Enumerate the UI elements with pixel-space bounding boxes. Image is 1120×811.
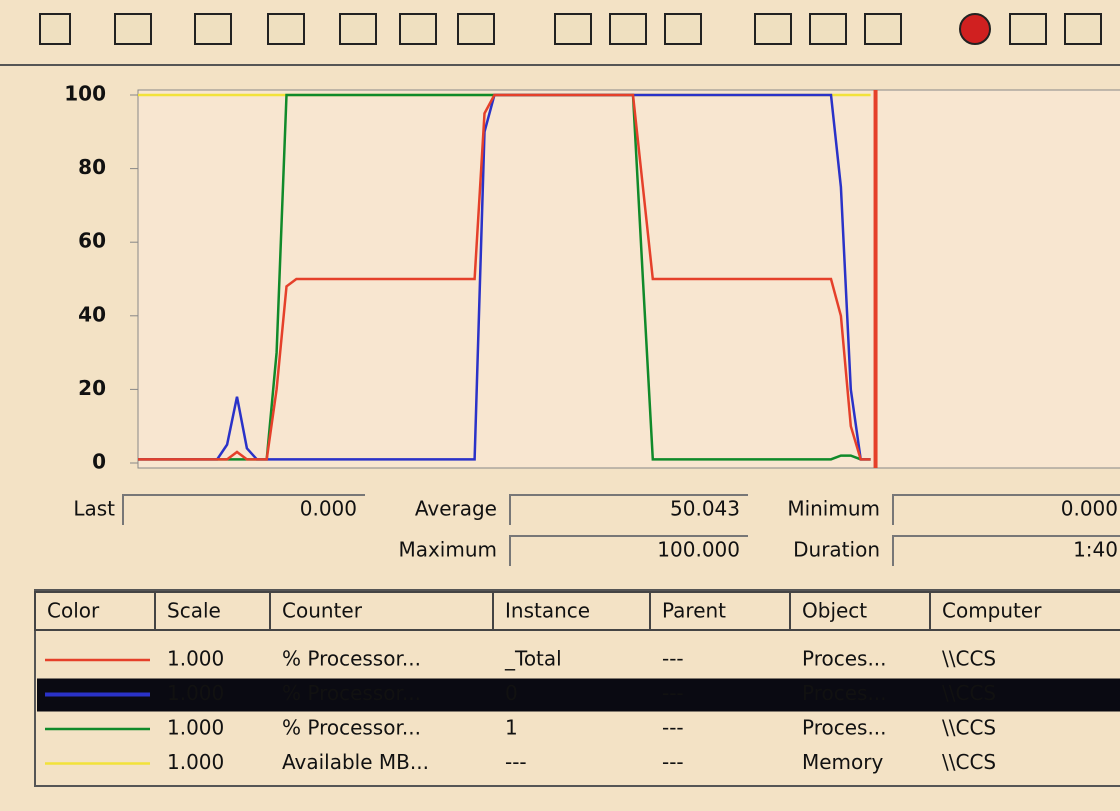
y-tick-label: 40 bbox=[78, 302, 106, 326]
cell: 0 bbox=[505, 681, 518, 705]
view-current-icon[interactable] bbox=[195, 14, 231, 44]
cell: % Processor... bbox=[282, 716, 421, 740]
cell: --- bbox=[505, 750, 527, 774]
cell: % Processor... bbox=[282, 681, 421, 705]
cell: Proces... bbox=[802, 716, 887, 740]
cell: \\CCS bbox=[942, 647, 996, 671]
toolbar bbox=[0, 0, 1120, 65]
column-header-label: Computer bbox=[942, 599, 1042, 623]
column-header-label: Instance bbox=[505, 599, 590, 623]
clear-icon[interactable] bbox=[115, 14, 151, 44]
stat-label: Average bbox=[415, 497, 497, 521]
perfmon-window: 0 20 40 60 80 100 Last 0.000 Average 50.043 Minim… bbox=[0, 0, 1120, 807]
column-header-label: Scale bbox=[167, 599, 221, 623]
column-header-label: Color bbox=[47, 599, 100, 623]
column-header-label: Object bbox=[802, 599, 867, 623]
stat-value: 100.000 bbox=[657, 538, 740, 562]
cell: --- bbox=[662, 681, 684, 705]
help-icon[interactable] bbox=[1065, 14, 1101, 44]
y-tick-label: 0 bbox=[92, 450, 106, 474]
cell: Proces... bbox=[802, 681, 887, 705]
properties-icon[interactable] bbox=[865, 14, 901, 44]
stat-label: Maximum bbox=[398, 538, 497, 562]
cell: \\CCS bbox=[942, 750, 996, 774]
cell: --- bbox=[662, 647, 684, 671]
cell: --- bbox=[662, 716, 684, 740]
stat-value: 50.043 bbox=[670, 497, 740, 521]
new-icon[interactable] bbox=[40, 14, 70, 44]
paste-icon[interactable] bbox=[810, 14, 846, 44]
cell: 1.000 bbox=[167, 716, 224, 740]
graph-icon[interactable] bbox=[340, 14, 376, 44]
stat-label: Duration bbox=[793, 538, 880, 562]
y-tick-label: 100 bbox=[64, 82, 106, 106]
y-tick-label: 80 bbox=[78, 155, 106, 179]
column-header-label: Counter bbox=[282, 599, 363, 623]
stats: Last 0.000 Average 50.043 Minimum 0.000 Maximu… bbox=[73, 495, 1120, 566]
column-header-label: Parent bbox=[662, 599, 726, 623]
cell: \\CCS bbox=[942, 681, 996, 705]
cell: Proces... bbox=[802, 647, 887, 671]
histogram-icon[interactable] bbox=[400, 14, 436, 44]
stat-value: 0.000 bbox=[300, 497, 357, 521]
report-icon[interactable] bbox=[458, 14, 494, 44]
cell: \\CCS bbox=[942, 716, 996, 740]
view-log-icon[interactable] bbox=[268, 14, 304, 44]
highlight-icon[interactable] bbox=[665, 14, 701, 44]
add-icon[interactable] bbox=[555, 14, 591, 44]
cell: % Processor... bbox=[282, 647, 421, 671]
cell: Available MB... bbox=[282, 750, 429, 774]
cell: Memory bbox=[802, 750, 884, 774]
stat-label: Last bbox=[73, 497, 115, 521]
y-tick-label: 60 bbox=[78, 229, 106, 253]
stat-value: 1:40 bbox=[1073, 538, 1118, 562]
cell: 1.000 bbox=[167, 647, 224, 671]
delete-icon[interactable] bbox=[610, 14, 646, 44]
counter-table: Color Scale Counter Instance Parent Object Com… bbox=[35, 590, 1120, 786]
cell: 1.000 bbox=[167, 750, 224, 774]
cell: --- bbox=[662, 750, 684, 774]
stat-label: Minimum bbox=[787, 497, 880, 521]
freeze-icon[interactable] bbox=[960, 14, 990, 44]
stat-value: 0.000 bbox=[1061, 497, 1118, 521]
update-icon[interactable] bbox=[1010, 14, 1046, 44]
cell: 1 bbox=[505, 716, 518, 740]
cell: _Total bbox=[504, 647, 562, 671]
y-tick-label: 20 bbox=[78, 376, 106, 400]
copy-icon[interactable] bbox=[755, 14, 791, 44]
cell: 1.000 bbox=[167, 681, 224, 705]
